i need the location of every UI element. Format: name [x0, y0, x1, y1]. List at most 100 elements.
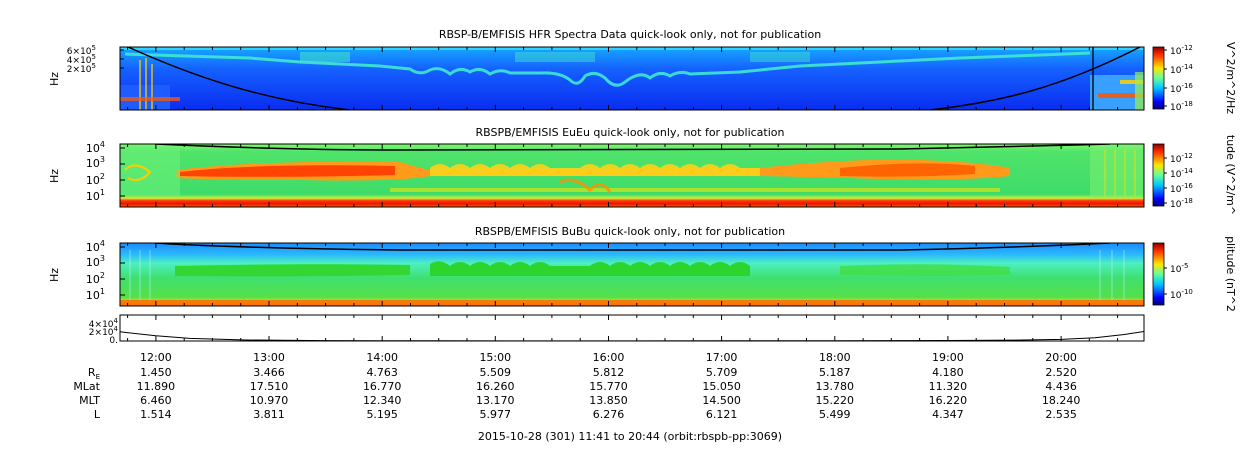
- eueu-ytick-2: 103: [86, 155, 105, 170]
- eueu-ytick-4: 101: [86, 188, 105, 203]
- eueu-cbar-tick-1: 10-12: [1170, 152, 1193, 165]
- hfr-spectrogram: [120, 47, 1144, 110]
- ephemeris-value: 13.850: [589, 394, 628, 407]
- x-tick-label: 18:00: [819, 351, 851, 364]
- ephemeris-value: 16.220: [929, 394, 968, 407]
- svg-text:102: 102: [86, 172, 105, 187]
- x-tick-label: 17:00: [706, 351, 738, 364]
- ephemeris-value: 17.510: [250, 380, 289, 393]
- ephemeris-value: 5.709: [706, 366, 738, 379]
- ephemeris-value: 13.170: [476, 394, 515, 407]
- ephemeris-value: 4.436: [1045, 380, 1077, 393]
- eueu-ytick-3: 102: [86, 172, 105, 187]
- x-tick-label: 14:00: [366, 351, 398, 364]
- eueu-panel: RBSPB/EMFISIS EuEu quick-look only, not …: [48, 126, 1237, 215]
- bubu-ytick-2: 103: [86, 254, 105, 269]
- line-ytick-1: 4×104: [89, 317, 119, 330]
- ephemeris-value: 15.220: [816, 394, 855, 407]
- eueu-cbar-tick-4: 10-18: [1170, 197, 1193, 210]
- svg-text:104: 104: [86, 140, 105, 155]
- ephemeris-value: 14.500: [702, 394, 741, 407]
- ephemeris-value: 1.514: [140, 408, 172, 421]
- ephemeris-value: 5.977: [480, 408, 512, 421]
- svg-text:0.: 0.: [109, 336, 118, 346]
- x-tick-label: 13:00: [253, 351, 285, 364]
- eueu-ytick-1: 104: [86, 140, 105, 155]
- svg-text:4×104: 4×104: [89, 317, 119, 330]
- bubu-title: RBSPB/EMFISIS BuBu quick-look only, not …: [475, 225, 785, 238]
- ephemeris-value: 16.260: [476, 380, 515, 393]
- hfr-cbar-tick-4: 10-18: [1170, 100, 1193, 113]
- bubu-ytick-3: 102: [86, 271, 105, 286]
- line-ytick-3: 0.: [109, 336, 118, 346]
- ephemeris-value: 10.970: [250, 394, 289, 407]
- svg-text:101: 101: [86, 287, 105, 302]
- svg-text:2×105: 2×105: [67, 62, 96, 75]
- ephemeris-value: 3.811: [253, 408, 285, 421]
- x-tick-label: 20:00: [1045, 351, 1077, 364]
- bubu-colorbar: [1152, 242, 1165, 306]
- svg-text:6×105: 6×105: [67, 44, 96, 57]
- eueu-cbar-tick-3: 10-16: [1170, 182, 1193, 195]
- ephemeris-value: 4.763: [366, 366, 398, 379]
- line-series: [119, 331, 1145, 342]
- ephemeris-value: 5.509: [480, 366, 512, 379]
- svg-text:10-18: 10-18: [1170, 197, 1193, 210]
- ephemeris-value: 6.460: [140, 394, 172, 407]
- ephemeris-value: 2.535: [1045, 408, 1077, 421]
- svg-text:10-12: 10-12: [1170, 44, 1193, 57]
- hfr-cbar-tick-1: 10-12: [1170, 44, 1193, 57]
- ephemeris-value: 6.121: [706, 408, 738, 421]
- ephemeris-value: 15.050: [702, 380, 741, 393]
- line-panel: 4×104 2×104 0.: [89, 314, 1145, 346]
- bubu-cbar-tick-1: 10-5: [1170, 262, 1188, 275]
- ephemeris-value: 5.812: [593, 366, 625, 379]
- x-tick-label: 16:00: [593, 351, 625, 364]
- hfr-cbar-tick-2: 10-14: [1170, 63, 1193, 76]
- ephemeris-value: 18.240: [1042, 394, 1081, 407]
- ephemeris-value: 2.520: [1045, 366, 1077, 379]
- ephemeris-value: 15.770: [589, 380, 628, 393]
- ephemeris-value: 3.466: [253, 366, 285, 379]
- svg-text:10-16: 10-16: [1170, 82, 1193, 95]
- ephemeris-label-re: RE: [88, 366, 100, 381]
- ephemeris-value: 6.276: [593, 408, 625, 421]
- ephemeris-value: 5.187: [819, 366, 851, 379]
- svg-text:10-10: 10-10: [1170, 288, 1193, 301]
- ephemeris-value: 4.180: [932, 366, 964, 379]
- svg-text:2×104: 2×104: [89, 325, 119, 338]
- ephemeris-value: 11.890: [137, 380, 176, 393]
- line-plot-frame: [119, 314, 1145, 342]
- eueu-spectrogram: [120, 144, 1144, 207]
- bubu-spectrogram: [120, 243, 1144, 306]
- bubu-ylabel: Hz: [48, 268, 61, 282]
- footer-time-range: 2015-10-28 (301) 11:41 to 20:44 (orbit:r…: [478, 430, 782, 443]
- line-series-path: [119, 331, 1145, 342]
- ephemeris-value: 5.195: [366, 408, 398, 421]
- svg-text:103: 103: [86, 155, 105, 170]
- ephemeris-value: 11.320: [929, 380, 968, 393]
- svg-text:10-18: 10-18: [1170, 100, 1193, 113]
- svg-text:10-12: 10-12: [1170, 152, 1193, 165]
- svg-text:104: 104: [86, 239, 105, 254]
- svg-text:10-16: 10-16: [1170, 182, 1193, 195]
- hfr-ytick-1: 6×105: [67, 44, 96, 57]
- ephemeris-label-mlt: MLT: [79, 394, 100, 407]
- svg-text:10-14: 10-14: [1170, 167, 1193, 180]
- svg-text:102: 102: [86, 271, 105, 286]
- svg-text:101: 101: [86, 188, 105, 203]
- svg-text:10-14: 10-14: [1170, 63, 1193, 76]
- ephemeris-value: 12.340: [363, 394, 402, 407]
- ephemeris-label-l: L: [94, 408, 101, 421]
- line-ytick-2: 2×104: [89, 325, 119, 338]
- bubu-colorbar-label: plitude (nT^2: [1224, 236, 1237, 312]
- eueu-title: RBSPB/EMFISIS EuEu quick-look only, not …: [475, 126, 784, 139]
- ephemeris-value: 4.347: [932, 408, 964, 421]
- ephemeris-value: 1.450: [140, 366, 172, 379]
- hfr-ytick-2: 4×105: [67, 53, 96, 66]
- ephemeris-labels: RE MLat MLT L: [73, 366, 101, 421]
- bubu-ytick-1: 104: [86, 239, 105, 254]
- ephemeris-value: 13.780: [816, 380, 855, 393]
- ephemeris-values: 1.450 3.466 4.763 5.509 5.812 5.709 5.187 4.180…: [137, 366, 1081, 421]
- svg-text:10-5: 10-5: [1170, 262, 1188, 275]
